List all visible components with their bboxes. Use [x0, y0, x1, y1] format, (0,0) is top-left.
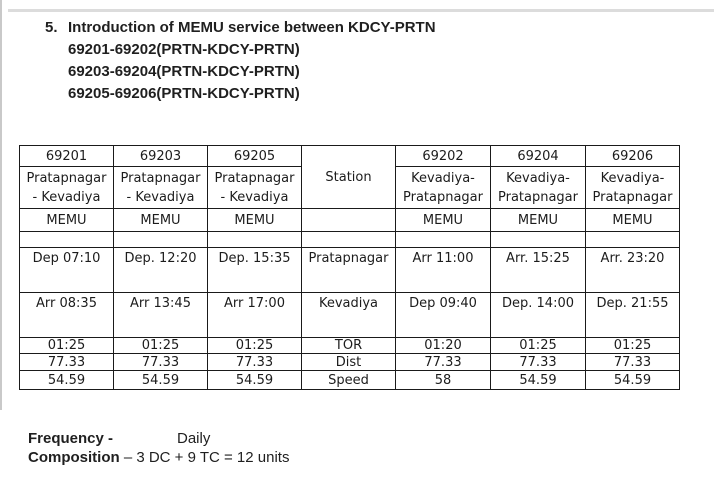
- pratapnagar-times-row: Dep 07:10 Dep. 12:20 Dep. 15:35 Pratapna…: [19, 247, 680, 293]
- frequency-value: Daily: [177, 430, 211, 447]
- train-route-cell: Pratapnagar - Kevadiya: [113, 166, 208, 209]
- composition-label: Composition: [28, 449, 120, 466]
- kevadiya-time-cell: Dep 09:40: [395, 292, 491, 338]
- train-pair-line-3: 69205-69206(PRTN-KDCY-PRTN): [68, 85, 300, 102]
- train-type-cell: MEMU: [113, 208, 208, 232]
- empty-cell: [113, 231, 208, 248]
- train-route-cell: Kevadiya- Pratapnagar: [395, 166, 491, 209]
- station-name-cell: Pratapnagar: [301, 247, 396, 293]
- tor-cell: 01:25: [490, 337, 586, 354]
- pratapnagar-time-cell: Arr 11:00: [395, 247, 491, 293]
- row-label-cell: Dist: [301, 353, 396, 371]
- dist-cell: 77.33: [113, 353, 208, 371]
- dist-cell: 77.33: [207, 353, 302, 371]
- empty-cell: [301, 231, 396, 248]
- speed-cell: 54.59: [113, 370, 208, 390]
- tor-cell: 01:25: [19, 337, 114, 354]
- section-number: 5.: [45, 19, 58, 36]
- scan-artifact-top: [8, 9, 714, 12]
- empty-cell: [395, 231, 491, 248]
- composition-line: Composition – 3 DC + 9 TC = 12 units: [28, 448, 289, 467]
- scan-artifact-left: [0, 0, 2, 410]
- pratapnagar-time-cell: Dep. 15:35: [207, 247, 302, 293]
- speed-cell: 54.59: [490, 370, 586, 390]
- pratapnagar-time-cell: Arr. 23:20: [585, 247, 680, 293]
- train-pair-line-2: 69203-69204(PRTN-KDCY-PRTN): [68, 63, 300, 80]
- empty-cell: [301, 208, 396, 232]
- empty-cell: [585, 231, 680, 248]
- train-number-cell: 69206: [585, 145, 680, 167]
- tor-cell: 01:25: [207, 337, 302, 354]
- station-header-cell: Station: [301, 145, 396, 209]
- tor-cell: 01:25: [585, 337, 680, 354]
- composition-value: – 3 DC + 9 TC = 12 units: [123, 449, 290, 466]
- train-route-row: Pratapnagar - Kevadiya Pratapnagar - Kev…: [19, 166, 680, 209]
- kevadiya-times-row: Arr 08:35 Arr 13:45 Arr 17:00 Kevadiya D…: [19, 292, 680, 338]
- pratapnagar-time-cell: Arr. 15:25: [490, 247, 586, 293]
- section-title-line: 5. Introduction of MEMU service between K…: [45, 17, 436, 39]
- train-type-cell: MEMU: [395, 208, 491, 232]
- pratapnagar-time-cell: Dep. 12:20: [113, 247, 208, 293]
- dist-row: 77.33 77.33 77.33 Dist 77.33 77.33 77.33: [19, 353, 680, 371]
- kevadiya-time-cell: Arr 17:00: [207, 292, 302, 338]
- speed-cell: 58: [395, 370, 491, 390]
- train-type-cell: MEMU: [207, 208, 302, 232]
- tor-row: 01:25 01:25 01:25 TOR 01:20 01:25 01:25: [19, 337, 680, 354]
- frequency-line: Frequency - Daily: [28, 429, 289, 448]
- empty-cell: [207, 231, 302, 248]
- row-label-cell: Speed: [301, 370, 396, 390]
- dist-cell: 77.33: [490, 353, 586, 371]
- train-pair-line-1: 69201-69202(PRTN-KDCY-PRTN): [68, 41, 300, 58]
- train-route-cell: Kevadiya- Pratapnagar: [585, 166, 680, 209]
- speed-cell: 54.59: [19, 370, 114, 390]
- spacer-row: [19, 231, 680, 248]
- train-route-cell: Pratapnagar - Kevadiya: [19, 166, 114, 209]
- speed-cell: 54.59: [207, 370, 302, 390]
- row-label-cell: TOR: [301, 337, 396, 354]
- pratapnagar-time-cell: Dep 07:10: [19, 247, 114, 293]
- frequency-label: Frequency -: [28, 430, 114, 447]
- train-type-cell: MEMU: [19, 208, 114, 232]
- speed-cell: 54.59: [585, 370, 680, 390]
- kevadiya-time-cell: Dep. 14:00: [490, 292, 586, 338]
- train-route-cell: Kevadiya- Pratapnagar: [490, 166, 586, 209]
- tor-cell: 01:25: [113, 337, 208, 354]
- train-number-row: 69201 69203 69205 Station 69202 69204 69…: [19, 145, 680, 209]
- speed-row: 54.59 54.59 54.59 Speed 58 54.59 54.59: [19, 370, 680, 390]
- empty-cell: [19, 231, 114, 248]
- kevadiya-time-cell: Dep. 21:55: [585, 292, 680, 338]
- train-number-cell: 69205: [207, 145, 302, 167]
- footer-notes: Frequency - Daily Composition – 3 DC + 9 …: [28, 429, 289, 467]
- train-type-cell: MEMU: [490, 208, 586, 232]
- empty-cell: [490, 231, 586, 248]
- dist-cell: 77.33: [585, 353, 680, 371]
- train-type-cell: MEMU: [585, 208, 680, 232]
- section-heading: 5. Introduction of MEMU service between K…: [45, 17, 436, 105]
- memu-timetable: 69201 69203 69205 Station 69202 69204 69…: [19, 145, 680, 390]
- tor-cell: 01:20: [395, 337, 491, 354]
- train-number-cell: 69204: [490, 145, 586, 167]
- section-title: Introduction of MEMU service between KDC…: [68, 19, 436, 36]
- train-number-cell: 69202: [395, 145, 491, 167]
- dist-cell: 77.33: [395, 353, 491, 371]
- station-name-cell: Kevadiya: [301, 292, 396, 338]
- train-type-row: MEMU MEMU MEMU MEMU MEMU MEMU: [19, 208, 680, 232]
- train-number-cell: 69201: [19, 145, 114, 167]
- dist-cell: 77.33: [19, 353, 114, 371]
- kevadiya-time-cell: Arr 13:45: [113, 292, 208, 338]
- train-number-cell: 69203: [113, 145, 208, 167]
- kevadiya-time-cell: Arr 08:35: [19, 292, 114, 338]
- train-route-cell: Pratapnagar - Kevadiya: [207, 166, 302, 209]
